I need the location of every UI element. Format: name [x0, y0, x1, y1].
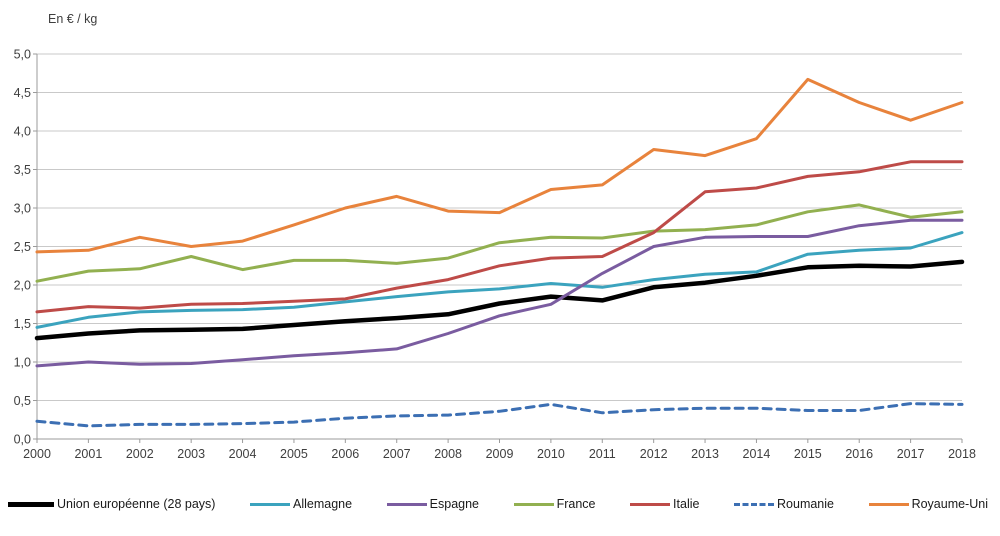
legend-line-sample-royaume-uni: [868, 502, 909, 506]
x-axis-label: 2008: [434, 447, 462, 461]
x-axis-label: 2009: [486, 447, 514, 461]
legend-item-union-europ-enne-28-pays: Union européenne (28 pays): [8, 497, 215, 511]
x-axis-label: 2006: [331, 447, 359, 461]
x-axis-label: 2000: [23, 447, 51, 461]
x-axis-label: 2004: [229, 447, 257, 461]
legend-item-italie: Italie: [630, 497, 699, 511]
y-axis-label: 3,5: [14, 163, 31, 177]
x-axis-label: 2012: [640, 447, 668, 461]
x-axis-label: 2005: [280, 447, 308, 461]
legend: Union européenne (28 pays) Allemagne Espag…: [8, 497, 988, 511]
legend-line-sample-france: [513, 502, 554, 506]
x-axis-label: 2003: [177, 447, 205, 461]
plot-area: 0,0 0,5 1,0 1,5 2,0 2,5 3,0 3,5 4,0 4,5 5,0 2000 200…: [14, 48, 976, 462]
x-axis-label: 2014: [743, 447, 771, 461]
series-line-roumanie: [35, 402, 964, 428]
x-axis-label: 2013: [691, 447, 719, 461]
x-axis-label: 2010: [537, 447, 565, 461]
y-axis-label: 2,0: [14, 279, 31, 293]
x-axis-label: 2002: [126, 447, 154, 461]
chart-title: En € / kg: [48, 12, 98, 26]
series-line-allemagne: [35, 231, 964, 329]
legend-line-sample-roumanie: [734, 502, 775, 506]
legend-line-sample-italie: [630, 502, 671, 506]
x-axis-label: 2018: [948, 447, 976, 461]
legend-label: Allemagne: [293, 497, 353, 511]
legend-line-sample-union-europ-enne-28-pays: [8, 501, 54, 507]
series-line-union-europ-enne-28-pays: [34, 259, 965, 341]
x-axis-label: 2007: [383, 447, 411, 461]
x-axis-label: 2016: [845, 447, 873, 461]
y-axis-label: 5,0: [14, 48, 31, 62]
x-axis-label: 2011: [589, 447, 616, 461]
legend-item-roumanie: Roumanie: [734, 497, 834, 511]
y-axis-label: 3,0: [14, 202, 31, 216]
legend-item-espagne: Espagne: [386, 497, 480, 511]
legend-item-france: France: [513, 497, 596, 511]
legend-label: France: [556, 497, 596, 511]
legend-item-allemagne: Allemagne: [250, 497, 352, 511]
series-line-france: [35, 203, 964, 283]
legend-line-sample-espagne: [386, 502, 427, 506]
legend-line-sample-allemagne: [250, 502, 291, 506]
x-axis-label: 2017: [897, 447, 925, 461]
series-line-royaume-uni: [35, 77, 964, 254]
y-axis-label: 0,5: [14, 394, 31, 408]
series-line-italie: [35, 160, 964, 314]
legend-label: Union européenne (28 pays): [57, 497, 216, 511]
legend-label: Espagne: [429, 497, 480, 511]
legend-label: Roumanie: [777, 497, 834, 511]
y-axis-label: 0,0: [14, 433, 31, 447]
y-axis-label: 4,5: [14, 86, 31, 100]
legend-item-royaume-uni: Royaume-Uni: [868, 497, 988, 511]
series-line-espagne: [35, 218, 964, 368]
y-axis-label: 4,0: [14, 125, 31, 139]
legend-label: Italie: [673, 497, 700, 511]
x-axis-label: 2001: [74, 447, 102, 461]
y-axis-label: 1,0: [14, 356, 31, 370]
x-axis-label: 2015: [794, 447, 822, 461]
y-axis-label: 2,5: [14, 240, 31, 254]
y-axis-label: 1,5: [14, 317, 31, 331]
legend-label: Royaume-Uni: [911, 497, 988, 511]
